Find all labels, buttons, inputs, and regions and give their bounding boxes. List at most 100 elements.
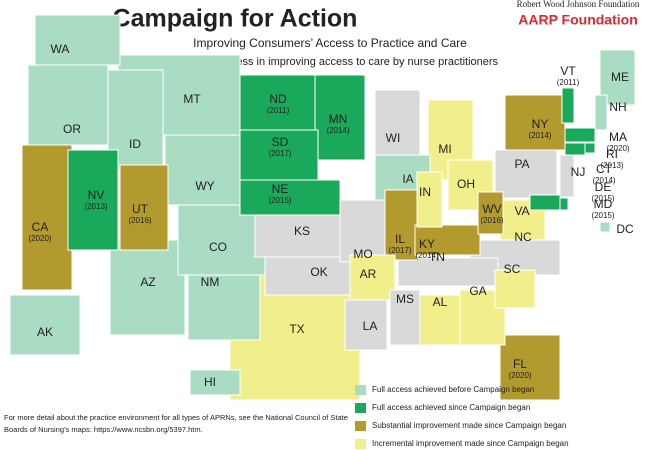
- state: [349, 254, 396, 301]
- state-year: (2015): [268, 196, 291, 205]
- state-year: (2020): [606, 144, 629, 153]
- state-year: (2016): [128, 216, 151, 225]
- state: [109, 239, 186, 336]
- state-label: KS: [294, 224, 310, 238]
- state: [67, 149, 119, 251]
- state-label: IA: [402, 172, 413, 186]
- state-label: FL: [513, 357, 527, 371]
- state-label: CO: [209, 240, 227, 254]
- state: [494, 269, 536, 309]
- state-year: (2014): [592, 176, 615, 185]
- state-label: KY: [419, 237, 435, 251]
- state: [564, 127, 596, 143]
- state-label: NJ: [571, 165, 586, 179]
- state-label: UT: [132, 202, 149, 216]
- state: [239, 179, 341, 216]
- state-label: OH: [457, 177, 475, 191]
- legend-label: Full access achieved since Campaign bega…: [372, 403, 530, 412]
- state-year: (2016): [480, 216, 503, 225]
- state-label: WY: [195, 179, 214, 193]
- state-year: (2014): [326, 126, 349, 135]
- state-year: (2015): [591, 211, 614, 220]
- state-label: ME: [611, 70, 629, 84]
- state-label: WA: [51, 42, 70, 56]
- state-label: NE: [272, 182, 289, 196]
- state: [599, 221, 611, 233]
- state: [494, 149, 558, 199]
- state-label: MT: [183, 92, 201, 106]
- state: [594, 94, 608, 131]
- state-label: SD: [272, 135, 289, 149]
- state: [21, 144, 73, 291]
- state: [177, 204, 269, 276]
- state: [561, 87, 575, 124]
- state-label: WI: [386, 131, 401, 145]
- state: [584, 142, 596, 154]
- state-label: WV: [482, 202, 501, 216]
- state-year: (2017): [388, 246, 411, 255]
- state: [314, 74, 366, 161]
- state: [164, 134, 241, 206]
- subtitle: Improving Consumers’ Access to Practice …: [193, 36, 467, 50]
- sponsor: AARP Foundation: [518, 12, 638, 28]
- state-label: NY: [532, 117, 549, 131]
- state-label: NV: [88, 188, 105, 202]
- state: [499, 334, 561, 401]
- state-year: (2017): [268, 149, 291, 158]
- state: [254, 214, 346, 258]
- state: [264, 256, 354, 296]
- state-label: DC: [616, 222, 634, 236]
- footnote: Boards of Nursing’s maps: https://www.nc…: [4, 425, 203, 434]
- state-label: VT: [560, 64, 576, 78]
- state-year: (2020): [28, 234, 51, 243]
- state-year: (2015): [591, 194, 614, 203]
- state-label: MN: [329, 112, 348, 126]
- state-year: (2011): [267, 106, 290, 115]
- state-label: RI: [606, 147, 618, 161]
- footnote: For more detail about the practice envir…: [4, 413, 348, 422]
- state-label: OK: [310, 265, 327, 279]
- state: [504, 94, 566, 151]
- state-label: NM: [201, 275, 220, 289]
- state-label: MA: [609, 130, 627, 144]
- state-label: CT: [596, 162, 613, 176]
- state-label: HI: [204, 375, 216, 389]
- state: [344, 299, 388, 351]
- state-label: AZ: [140, 275, 155, 289]
- state-label: AL: [433, 295, 448, 309]
- state-year: (2011): [557, 78, 580, 87]
- state: [389, 289, 421, 346]
- state: [559, 197, 569, 211]
- state-year: (2020): [508, 371, 531, 380]
- state-label: GA: [469, 284, 486, 298]
- legend-label: Substantial improvement made since Campa…: [372, 421, 566, 430]
- state-label: NH: [609, 100, 626, 114]
- state: [9, 294, 81, 356]
- legend-swatch: [355, 439, 366, 449]
- title: Campaign for Action: [113, 5, 358, 33]
- state-label: AR: [360, 267, 377, 281]
- legend-label: Incremental improvement made since Campa…: [372, 439, 569, 448]
- state: [384, 189, 418, 261]
- state-label: LA: [363, 319, 378, 333]
- state: [564, 142, 586, 156]
- state-label: ID: [129, 137, 141, 151]
- state-label: MS: [396, 292, 414, 306]
- state: [119, 164, 169, 251]
- sponsor: Robert Wood Johnson Foundation: [517, 0, 640, 9]
- state-label: NC: [514, 230, 532, 244]
- state: [529, 194, 561, 211]
- state-label: IN: [419, 185, 431, 199]
- state-year: (2013): [84, 202, 107, 211]
- state-year: (2014): [415, 251, 438, 260]
- state-year: (2014): [528, 131, 551, 140]
- state-label: IL: [395, 232, 405, 246]
- state-label: VA: [514, 204, 529, 218]
- state-label: SC: [504, 262, 521, 276]
- state: [419, 294, 461, 346]
- state: [239, 74, 316, 131]
- state-year: (2013): [600, 161, 623, 170]
- legend-swatch: [355, 385, 366, 395]
- state: [374, 89, 421, 156]
